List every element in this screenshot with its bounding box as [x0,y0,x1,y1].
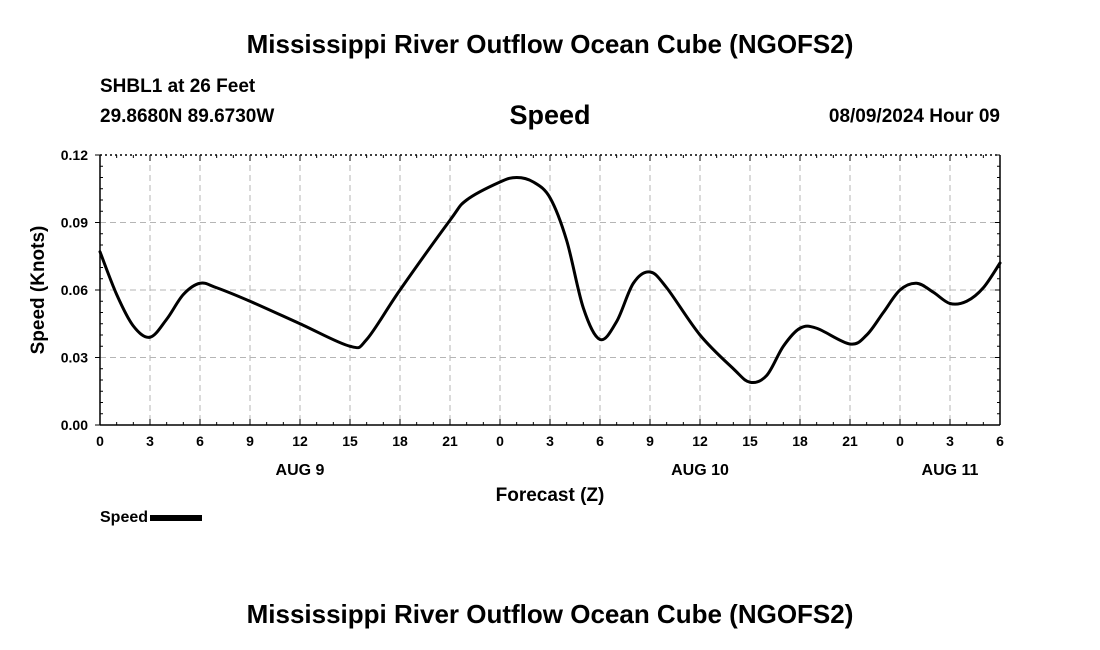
date-label: AUG 11 [922,462,979,479]
x-tick-label: 18 [392,433,408,449]
y-tick-label: 0.00 [61,417,88,433]
x-tick-label: 15 [342,433,358,449]
x-tick-label: 6 [596,433,604,449]
chart-subtitle: Speed [509,100,591,130]
y-tick-label: 0.06 [61,282,88,298]
footer-title: Mississippi River Outflow Ocean Cube (NG… [246,599,854,629]
x-tick-label: 12 [292,433,308,449]
date-label: AUG 9 [276,462,325,479]
speed-series-line [98,176,1002,385]
x-tick-label: 12 [692,433,708,449]
y-tick-label: 0.09 [61,215,88,231]
x-tick-label: 9 [246,433,254,449]
y-axis-title: Speed (Knots) [28,226,49,355]
station-label: SHBL1 at 26 Feet [100,76,256,97]
forecast-run-time: 08/09/2024 Hour 09 [828,106,1000,127]
x-axis-title: Forecast (Z) [496,485,605,506]
x-tick-label: 15 [742,433,758,449]
x-tick-label: 0 [496,433,504,449]
grid-lines [100,155,1000,425]
x-tick-label: 18 [792,433,808,449]
x-tick-label: 3 [946,433,954,449]
x-tick-label: 0 [896,433,904,449]
x-tick-label: 6 [196,433,204,449]
axes [95,154,1001,426]
legend-swatch [150,514,203,521]
x-tick-label: 3 [546,433,554,449]
station-coordinates: 29.8680N 89.6730W [100,106,275,127]
x-tick-label: 0 [96,433,104,449]
x-tick-label: 6 [996,433,1004,449]
legend: Speed [100,509,203,527]
y-tick-label: 0.12 [61,147,88,163]
date-label: AUG 10 [671,462,729,479]
axis-labels: 0 3 6 9 12 15 18 21 0 3 6 9 12 15 18 21 0 3 6 0.00 0.03 0.06 0… [28,147,1004,506]
y-tick-label: 0.03 [61,350,88,366]
x-tick-label: 9 [646,433,654,449]
x-tick-label: 21 [442,433,458,449]
x-tick-label: 3 [146,433,154,449]
legend-label: Speed [100,509,149,526]
chart-title: Mississippi River Outflow Ocean Cube (NG… [246,29,854,59]
x-tick-label: 21 [842,433,858,449]
series-layer [98,176,1002,385]
